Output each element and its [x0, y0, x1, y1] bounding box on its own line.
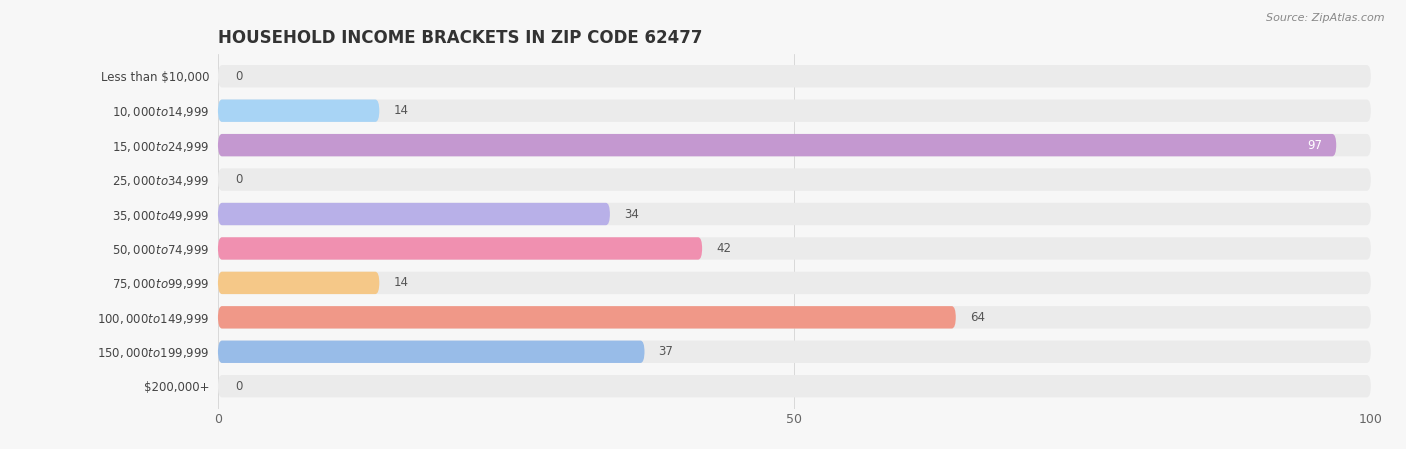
Text: HOUSEHOLD INCOME BRACKETS IN ZIP CODE 62477: HOUSEHOLD INCOME BRACKETS IN ZIP CODE 62… [218, 29, 703, 47]
FancyBboxPatch shape [218, 375, 1371, 397]
FancyBboxPatch shape [218, 306, 1371, 329]
FancyBboxPatch shape [218, 237, 1371, 260]
Text: 34: 34 [624, 207, 638, 220]
FancyBboxPatch shape [218, 341, 644, 363]
Text: 0: 0 [235, 70, 243, 83]
FancyBboxPatch shape [218, 272, 1371, 294]
Text: 0: 0 [235, 380, 243, 393]
FancyBboxPatch shape [218, 100, 380, 122]
FancyBboxPatch shape [218, 100, 1371, 122]
FancyBboxPatch shape [218, 134, 1336, 156]
FancyBboxPatch shape [218, 65, 1371, 88]
FancyBboxPatch shape [218, 168, 1371, 191]
Text: 0: 0 [235, 173, 243, 186]
Text: Source: ZipAtlas.com: Source: ZipAtlas.com [1267, 13, 1385, 23]
Text: 64: 64 [970, 311, 984, 324]
Text: 37: 37 [658, 345, 673, 358]
FancyBboxPatch shape [218, 134, 1371, 156]
Text: 42: 42 [716, 242, 731, 255]
FancyBboxPatch shape [218, 341, 1371, 363]
Text: 14: 14 [394, 277, 408, 290]
Text: 97: 97 [1308, 139, 1323, 152]
FancyBboxPatch shape [218, 203, 1371, 225]
FancyBboxPatch shape [218, 306, 956, 329]
FancyBboxPatch shape [218, 203, 610, 225]
FancyBboxPatch shape [218, 272, 380, 294]
Text: 14: 14 [394, 104, 408, 117]
FancyBboxPatch shape [218, 237, 702, 260]
